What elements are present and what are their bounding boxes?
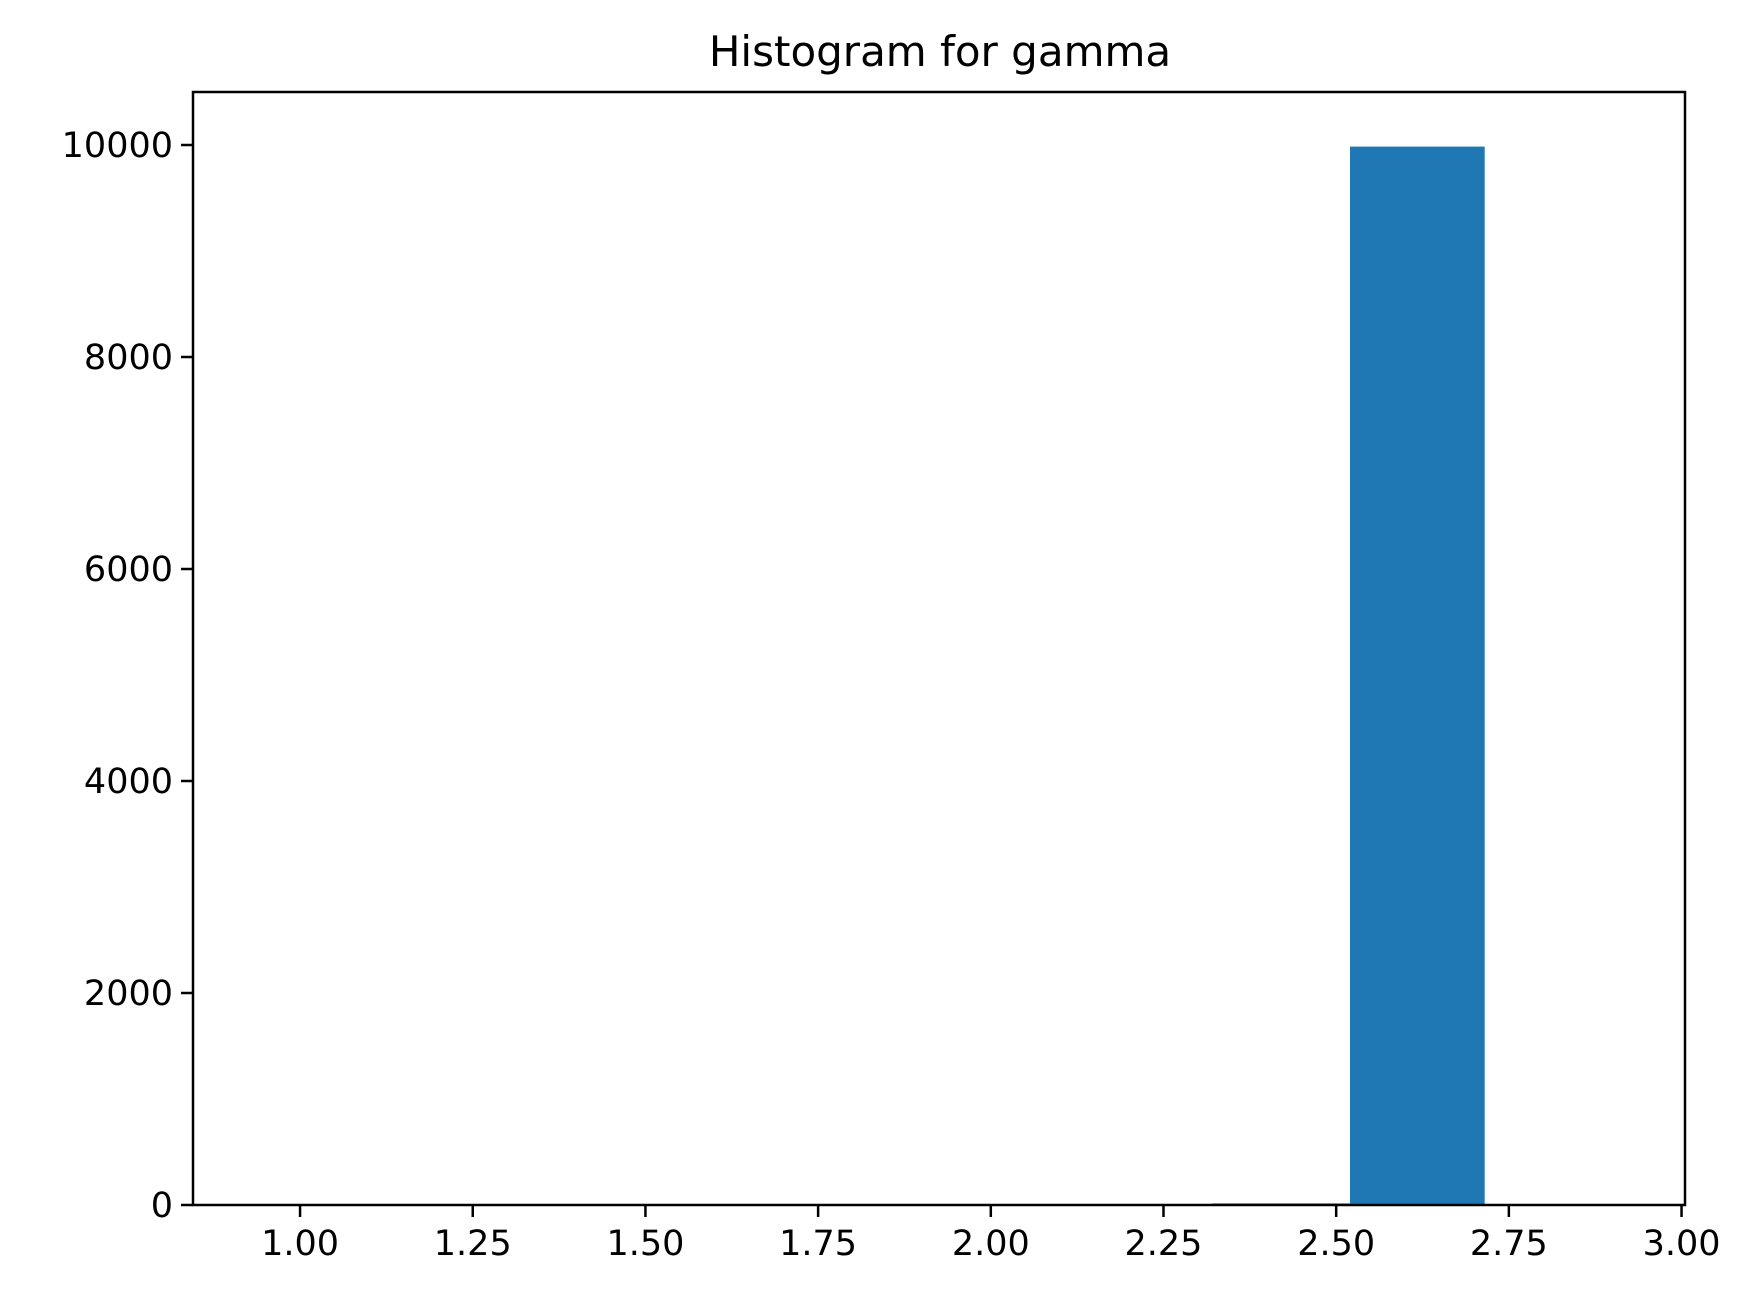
x-tick-label: 1.50 <box>606 1224 684 1264</box>
x-tick-label: 3.00 <box>1643 1224 1721 1264</box>
x-tick-label: 2.75 <box>1470 1224 1548 1264</box>
y-tick-label: 8000 <box>84 338 173 378</box>
x-tick-label: 1.00 <box>261 1224 339 1264</box>
chart-title: Histogram for gamma <box>709 27 1171 76</box>
x-tick-label: 2.25 <box>1125 1224 1203 1264</box>
x-axis: 1.00 1.25 1.50 1.75 2.00 2.25 2.50 2.75 3.00 <box>261 1205 1721 1264</box>
y-tick-label: 6000 <box>84 550 173 590</box>
bars-group <box>1211 146 1485 1206</box>
x-tick-label: 2.00 <box>952 1224 1030 1264</box>
y-tick-label: 0 <box>151 1186 173 1226</box>
x-tick-label: 2.50 <box>1297 1224 1375 1264</box>
x-tick-label: 1.25 <box>434 1224 512 1264</box>
histogram-bar-2 <box>1349 146 1485 1206</box>
y-tick-label: 10000 <box>62 126 173 166</box>
y-tick-label: 2000 <box>84 974 173 1014</box>
y-axis: 0 2000 4000 6000 8000 10000 <box>62 126 193 1226</box>
x-tick-label: 1.75 <box>779 1224 857 1264</box>
plot-frame <box>191 90 1687 1207</box>
y-tick-label: 4000 <box>84 762 173 802</box>
